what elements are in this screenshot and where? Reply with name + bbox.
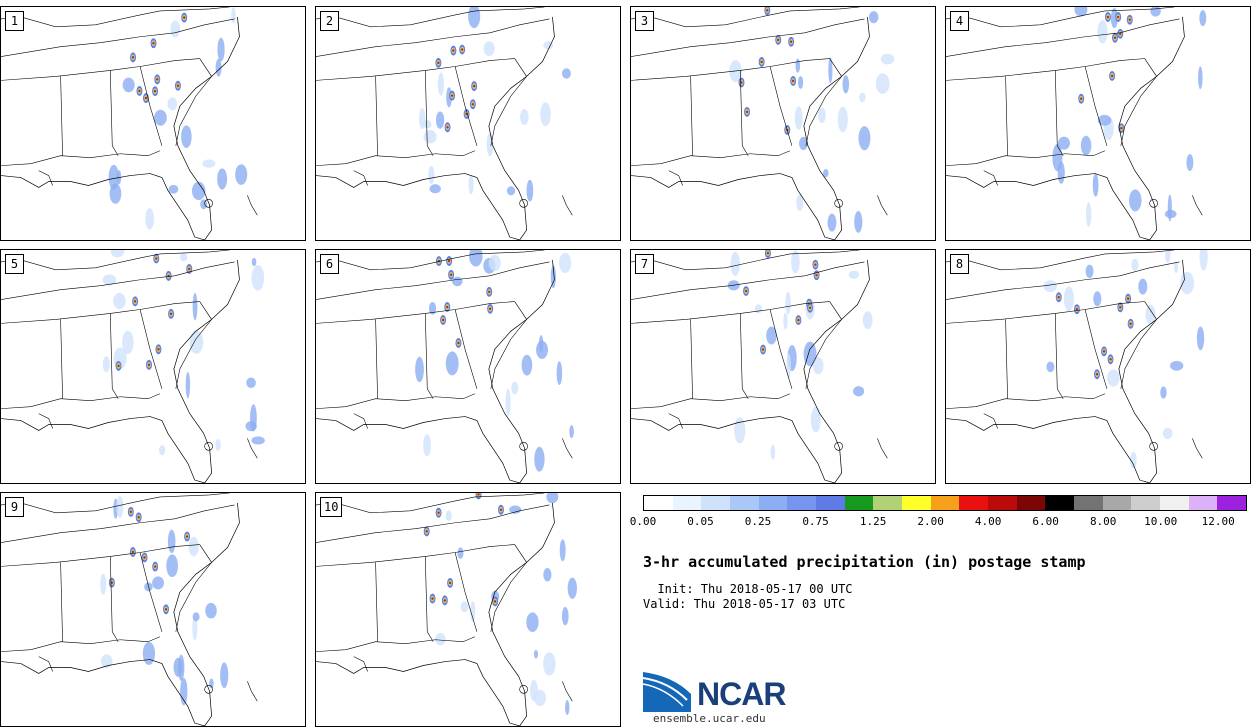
logo-url: ensemble.ucar.edu <box>653 712 766 725</box>
colorbar-tick-label: 4.00 <box>974 515 1002 528</box>
map-svg <box>316 493 577 726</box>
panel-number: 6 <box>320 254 339 274</box>
map-svg <box>316 7 573 240</box>
map-svg <box>946 250 1208 483</box>
colorbar-swatch <box>701 496 731 510</box>
panel-number: 5 <box>5 254 24 274</box>
colorbar-swatch <box>672 496 702 510</box>
panel-number: 10 <box>320 497 343 517</box>
stamp-panel: 10 <box>315 492 621 727</box>
colorbar-swatch <box>644 496 673 510</box>
map-svg <box>1 250 265 483</box>
colorbar-swatch <box>758 496 788 510</box>
stamp-panel: 3 <box>630 6 936 241</box>
panel-number: 4 <box>950 11 969 31</box>
stamp-panel: 1 <box>0 6 306 241</box>
colorbar-tick-label: 6.00 <box>1032 515 1059 528</box>
map-svg <box>631 7 895 240</box>
stamp-panel: 9 <box>0 492 306 727</box>
valid-time: Valid: Thu 2018-05-17 03 UTC <box>643 597 846 611</box>
colorbar-swatch <box>1131 496 1161 510</box>
stamp-panel: 6 <box>315 249 621 484</box>
panel-number: 8 <box>950 254 969 274</box>
colorbar-swatch <box>1102 496 1132 510</box>
colorbar-swatch <box>730 496 759 510</box>
colorbar-tick-label: 0.00 <box>629 515 657 528</box>
map-svg <box>946 7 1207 240</box>
colorbar-swatch <box>1074 496 1103 510</box>
stamp-panel: 4 <box>945 6 1251 241</box>
precip-colorbar <box>643 495 1247 511</box>
colorbar-swatch <box>1045 496 1075 510</box>
colorbar-swatch <box>1160 496 1189 510</box>
panel-number: 7 <box>635 254 654 274</box>
colorbar-swatch <box>1016 496 1046 510</box>
stamp-panel: 5 <box>0 249 306 484</box>
colorbar-tick-label: 8.00 <box>1089 515 1117 528</box>
ncar-logo-text: NCAR <box>697 676 786 712</box>
colorbar-swatch <box>902 496 931 510</box>
colorbar-tick-label: 0.05 <box>687 515 714 528</box>
colorbar-swatch <box>959 496 989 510</box>
colorbar-swatch <box>988 496 1017 510</box>
colorbar-swatch <box>844 496 874 510</box>
colorbar-tick-label: 12.00 <box>1201 515 1235 528</box>
ncar-logo-icon <box>643 672 691 712</box>
colorbar-swatch <box>930 496 960 510</box>
map-svg <box>316 250 574 483</box>
colorbar-tick-label: 1.25 <box>859 515 887 528</box>
stamp-panel: 7 <box>630 249 936 484</box>
colorbar-tick-label: 0.25 <box>744 515 772 528</box>
colorbar-swatch <box>1217 496 1247 510</box>
init-time: Init: Thu 2018-05-17 00 UTC <box>643 582 853 596</box>
stamp-panel: 2 <box>315 6 621 241</box>
colorbar-swatch <box>873 496 903 510</box>
colorbar-tick-label: 10.00 <box>1144 515 1178 528</box>
colorbar-swatch <box>816 496 845 510</box>
map-title: 3-hr accumulated precipitation (in) post… <box>643 553 1086 571</box>
colorbar-swatch <box>1188 496 1218 510</box>
colorbar-tick-label: 2.00 <box>917 515 944 528</box>
panel-number: 1 <box>5 11 24 31</box>
panel-number: 3 <box>635 11 654 31</box>
panel-number: 9 <box>5 497 24 517</box>
map-svg <box>1 493 258 726</box>
map-svg <box>1 7 258 240</box>
panel-number: 2 <box>320 11 339 31</box>
colorbar-tick-label: 0.75 <box>802 515 829 528</box>
map-svg <box>631 250 888 483</box>
stamp-panel: 8 <box>945 249 1251 484</box>
colorbar-swatch <box>787 496 817 510</box>
